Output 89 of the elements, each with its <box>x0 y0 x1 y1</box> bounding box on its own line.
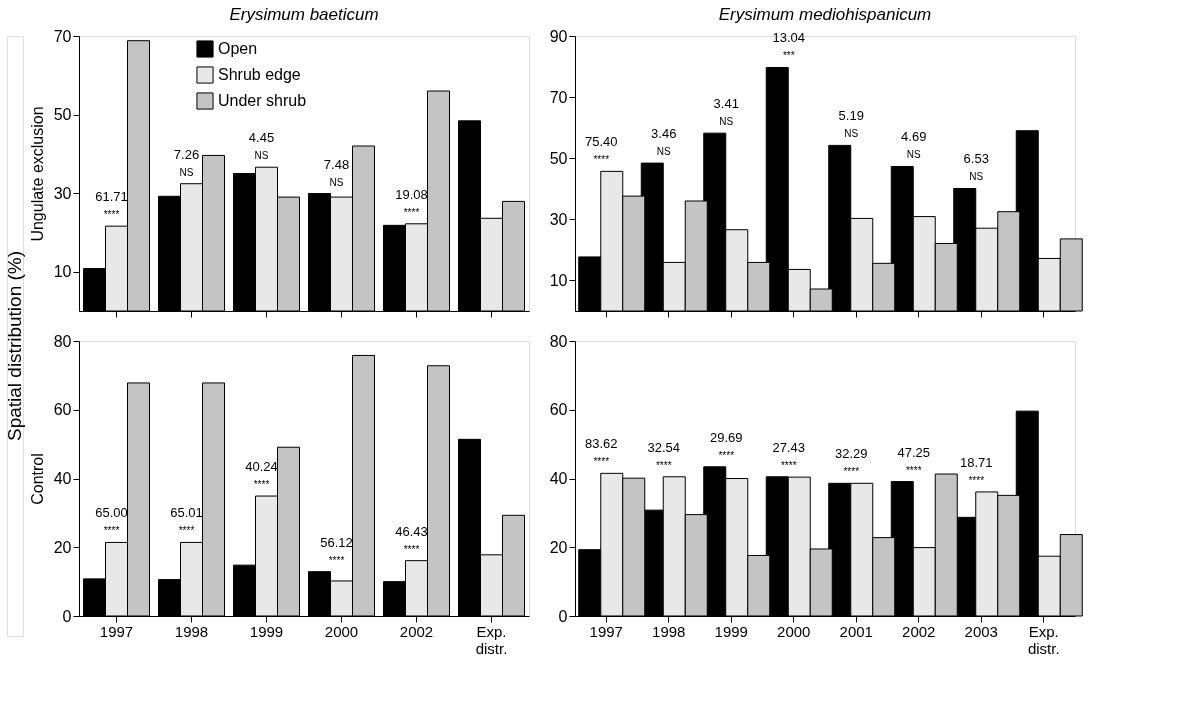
legend-label: Under shrub <box>218 92 307 109</box>
y-tick-label: 10 <box>53 263 72 281</box>
x-tick-label: 1997 <box>589 622 623 640</box>
annotation: **** <box>103 209 120 221</box>
y-tick-label: 30 <box>53 184 72 202</box>
y-tick-label: 60 <box>549 401 568 419</box>
annotation: 4.45 <box>248 130 275 146</box>
annotation: 27.43 <box>772 439 806 455</box>
annotation: 40.24 <box>245 459 278 475</box>
annotation: 7.48 <box>323 156 350 172</box>
y-tick-label: 50 <box>549 149 568 167</box>
y-tick-label: 40 <box>549 470 568 487</box>
y-tick-label: 10 <box>549 271 568 289</box>
y-tick-label: 70 <box>53 27 72 45</box>
legend-label: Open <box>218 40 258 57</box>
annotation: **** <box>328 554 345 566</box>
annotation: **** <box>178 525 195 537</box>
annotation: 6.53 <box>963 151 989 167</box>
x-tick-label: 2002 <box>902 622 936 640</box>
y-tick-label: 90 <box>549 27 568 45</box>
y-tick-label: 20 <box>549 538 568 556</box>
x-tick-label: 2000 <box>777 622 811 640</box>
y-tick-label: 20 <box>53 538 72 556</box>
x-tick-label: 1999 <box>249 622 284 640</box>
y-tick-label: 30 <box>549 210 568 228</box>
x-tick-label: 2003 <box>964 622 998 640</box>
annotation: **** <box>403 206 420 218</box>
x-tick-label: 2000 <box>324 622 359 640</box>
annotation: 18.71 <box>959 454 993 470</box>
y-tick-label: 80 <box>549 332 568 350</box>
annotation: 65.00 <box>95 505 128 521</box>
annotation: 3.46 <box>651 126 677 142</box>
annotation: *** <box>782 50 795 62</box>
y-tick-label: 0 <box>62 607 72 625</box>
x-tick-label: 2002 <box>399 622 434 640</box>
annotation: 7.26 <box>173 146 200 162</box>
annotation: 47.25 <box>897 444 931 460</box>
annotation: **** <box>780 459 797 471</box>
annotation: 32.29 <box>834 446 868 462</box>
annotation: NS <box>254 150 269 162</box>
annotation: 29.69 <box>709 429 743 445</box>
annotation: 56.12 <box>320 534 353 550</box>
annotation: 83.62 <box>584 436 618 452</box>
annotation: 13.04 <box>772 30 806 46</box>
annotation: **** <box>905 464 922 476</box>
annotation: 32.54 <box>647 439 681 455</box>
annotation: 61.71 <box>95 189 128 205</box>
annotation: **** <box>718 449 735 461</box>
annotation: **** <box>593 456 610 468</box>
x-tick-label: 1997 <box>99 622 134 640</box>
annotation: NS <box>719 116 734 128</box>
annotation: **** <box>253 479 270 491</box>
annotation: **** <box>103 525 120 537</box>
x-tick-label: Exp. distr. <box>1027 622 1060 657</box>
annotation: **** <box>403 543 420 555</box>
annotation: 3.41 <box>713 96 739 112</box>
annotation: 75.40 <box>584 134 618 150</box>
x-tick-label: 1999 <box>714 622 748 640</box>
annotation: **** <box>968 474 985 486</box>
y-tick-label: 50 <box>53 106 72 124</box>
y-tick-label: 80 <box>53 332 72 350</box>
annotation: 46.43 <box>395 523 428 539</box>
annotation: **** <box>655 459 672 471</box>
annotation: 4.69 <box>901 129 927 145</box>
y-tick-label: 70 <box>549 88 568 106</box>
x-tick-label: 1998 <box>652 622 686 640</box>
y-axis-title: Ungulate exclusion <box>28 106 46 242</box>
y-tick-label: 40 <box>53 470 72 487</box>
annotation: **** <box>593 154 610 166</box>
annotation: 65.01 <box>170 505 203 521</box>
annotation: NS <box>844 128 859 140</box>
y-tick-label: 0 <box>558 607 568 625</box>
text: Spatial distribution (%) <box>4 250 25 442</box>
x-tick-label: 1998 <box>174 622 209 640</box>
y-tick-label: 60 <box>53 401 72 419</box>
x-tick-label: 2001 <box>839 622 873 640</box>
chart-title: Erysimum mediohispanicum <box>718 5 932 24</box>
annotation: NS <box>656 146 672 158</box>
annotation: NS <box>969 171 984 183</box>
annotation: NS <box>329 176 344 188</box>
annotation: NS <box>906 149 922 161</box>
x-tick-label: Exp. distr. <box>475 622 508 657</box>
chart-title: Erysimum baeticum <box>229 5 379 24</box>
annotation: 5.19 <box>838 108 864 124</box>
annotation: **** <box>843 466 860 478</box>
y-axis-title: Control <box>28 453 46 505</box>
legend-label: Shrub edge <box>218 66 301 83</box>
annotation: NS <box>179 166 194 178</box>
annotation: 19.08 <box>395 186 428 202</box>
